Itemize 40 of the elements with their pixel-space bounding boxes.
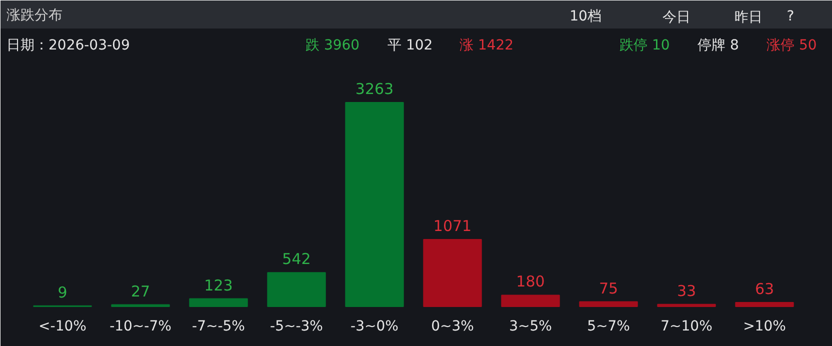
x-tick-label: -7~-5% <box>192 318 245 334</box>
data-label: 180 <box>516 272 545 291</box>
data-label: 33 <box>676 282 696 300</box>
x-tick-label: 0~3% <box>431 318 474 334</box>
bar <box>501 294 560 307</box>
text: 停牌 8 <box>698 38 739 54</box>
text: 跌停 10 <box>620 38 670 54</box>
data-label: 123 <box>204 276 233 294</box>
text: 涨停 50 <box>766 38 817 54</box>
text: 10档 <box>570 8 602 24</box>
data-label: 1071 <box>433 217 472 236</box>
bar <box>345 102 404 307</box>
x-tick-label: 3~5% <box>509 318 552 334</box>
bar <box>267 272 326 307</box>
x-tick-label: -3~0% <box>350 318 398 334</box>
text: 今日 <box>662 10 690 26</box>
text: ? <box>786 8 794 24</box>
x-tick-label: >10% <box>743 318 786 334</box>
data-label: 542 <box>282 250 311 268</box>
data-label: 75 <box>598 279 618 298</box>
x-tick-label: -5~-3% <box>270 318 323 334</box>
x-tick-label: 5~7% <box>587 318 630 334</box>
text: 昨日 <box>734 10 762 26</box>
data-label: 3263 <box>355 80 394 98</box>
bar <box>579 301 638 307</box>
bar <box>657 304 716 307</box>
x-tick-label: 7~10% <box>660 318 712 334</box>
bar <box>423 239 482 307</box>
x-tick-label: <-10% <box>38 318 86 334</box>
data-label: 63 <box>754 280 774 298</box>
text: 日期：2026-03-09 <box>6 38 130 54</box>
text: 跌 3960 <box>306 38 360 54</box>
text: 平 102 <box>388 38 433 54</box>
data-label: 27 <box>130 282 150 300</box>
bar <box>189 298 248 307</box>
text: 涨 1422 <box>460 38 514 54</box>
bar <box>735 302 794 307</box>
chart-title: 涨跌分布 <box>6 8 62 24</box>
data-label: 9 <box>58 283 68 302</box>
x-tick-label: -10~-7% <box>110 318 172 334</box>
